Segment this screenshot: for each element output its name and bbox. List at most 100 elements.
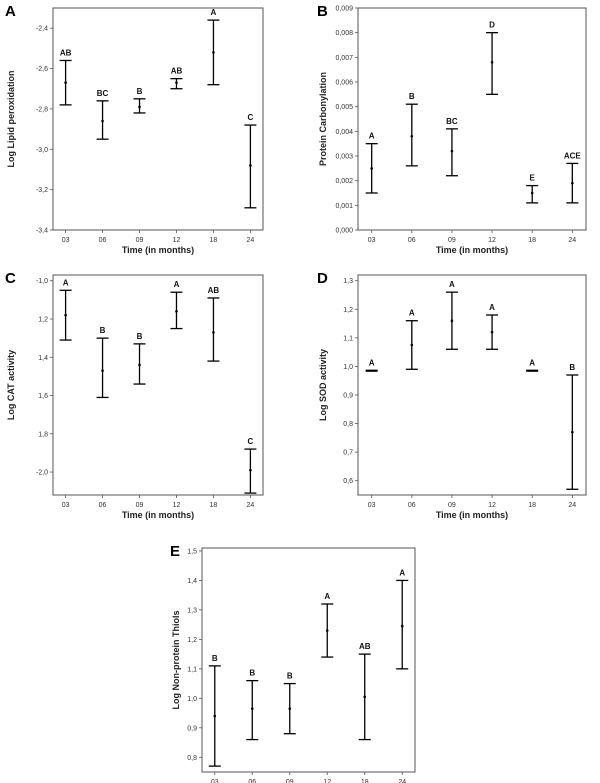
group-letter: AB — [359, 642, 371, 651]
mean-point — [101, 369, 104, 372]
panel-a: A -2,4 -2,6 -2,8 -3,0 -3,2 -3,4 03 06 09 12 18 24 Tim… — [5, 3, 264, 255]
group-letter: A — [489, 303, 495, 312]
y-tick-label: 1,3 — [343, 278, 353, 285]
group-letter: AB — [60, 48, 72, 57]
x-tick-label: 03 — [368, 237, 376, 244]
group-letter: BC — [446, 117, 458, 126]
error-bar — [486, 314, 499, 350]
group-letter: B — [249, 669, 255, 678]
y-tick-label: 0,009 — [335, 6, 353, 13]
group-letter: C — [248, 437, 254, 446]
error-bar — [396, 579, 409, 670]
y-tick-label: 0,8 — [187, 755, 197, 762]
error-bar — [566, 374, 579, 490]
mean-point — [370, 167, 373, 170]
x-tick-label: 12 — [173, 237, 181, 244]
y-tick-label: -3,4 — [36, 228, 48, 235]
y-axis-label: Log CAT activity — [6, 350, 16, 420]
y-tick-label: 1,6 — [38, 393, 48, 400]
y-tick-label: 0,002 — [335, 178, 353, 185]
x-tick-label: 09 — [136, 502, 144, 509]
y-tick-label: 1,0 — [187, 696, 197, 703]
y-tick-label: 1,8 — [38, 431, 48, 438]
plot-frame — [52, 274, 264, 496]
panel-c: C -1,0 1,2 1,4 1,6 1,8 -2,0 03 06 09 12 18 24 Time (i… — [5, 270, 264, 520]
group-letter: A — [211, 8, 217, 17]
error-bar — [59, 289, 72, 341]
x-tick-label: 09 — [286, 779, 294, 783]
mean-point — [325, 629, 329, 632]
mean-point — [288, 707, 292, 710]
error-bar — [170, 77, 183, 90]
x-tick-label: 06 — [99, 502, 107, 509]
plot-frame — [201, 547, 416, 773]
group-letter: A — [449, 280, 455, 289]
group-letter: B — [137, 332, 143, 341]
x-tick-label: 12 — [488, 502, 496, 509]
y-tick-label: 0,6 — [343, 478, 353, 485]
x-tick-label: 09 — [136, 237, 144, 244]
y-tick-label: -2,4 — [36, 26, 48, 33]
x-tick-label: 24 — [398, 779, 406, 783]
error-bar — [133, 98, 146, 114]
group-letter: A — [369, 132, 375, 141]
group-letter: B — [212, 654, 218, 663]
y-tick-label: 0,000 — [335, 228, 353, 235]
error-bar — [246, 679, 259, 741]
error-bar — [96, 337, 109, 399]
x-tick-label: 18 — [361, 779, 369, 783]
y-tick-label: 1,2 — [38, 317, 48, 324]
y-tick-label: -2,8 — [36, 106, 48, 113]
x-tick-label: 12 — [323, 779, 331, 783]
mean-point — [571, 181, 574, 185]
y-tick-label: 1,1 — [343, 335, 353, 342]
group-letter: A — [409, 309, 415, 318]
y-tick-label: -2,0 — [36, 470, 48, 477]
mean-point — [175, 81, 178, 84]
panel-label: B — [317, 3, 328, 20]
x-tick-label: 09 — [448, 502, 456, 509]
x-tick-label: 24 — [247, 237, 255, 244]
mean-point — [410, 343, 414, 347]
error-bar — [244, 124, 257, 209]
x-tick-label: 18 — [528, 502, 536, 509]
error-bar — [133, 343, 146, 385]
group-letter: BC — [97, 89, 109, 98]
x-tick-label: 03 — [211, 779, 219, 783]
y-tick-label: 0,006 — [335, 80, 353, 87]
x-tick-label: 03 — [368, 502, 376, 509]
x-tick-label: 06 — [408, 237, 416, 244]
y-axis-label: Protein Carbonylation — [318, 72, 328, 166]
mean-point — [249, 164, 252, 167]
error-bar — [358, 653, 371, 741]
x-axis-label: Time (in months) — [122, 510, 194, 520]
mean-point — [250, 707, 254, 710]
x-tick-label: 12 — [488, 237, 496, 244]
x-tick-label: 18 — [210, 502, 218, 509]
y-tick-label: 1,0 — [343, 364, 353, 371]
x-tick-label: 24 — [247, 502, 255, 509]
group-letter: A — [529, 359, 535, 368]
group-letter: B — [137, 87, 143, 96]
mean-point — [249, 468, 252, 472]
y-tick-label: 0,8 — [343, 421, 353, 428]
mean-point — [490, 330, 494, 334]
error-bar — [486, 32, 499, 95]
x-tick-label: 06 — [408, 502, 416, 509]
group-letter: E — [530, 174, 536, 183]
group-letter: A — [324, 592, 330, 601]
mean-point — [400, 624, 404, 628]
mean-point — [530, 191, 534, 195]
y-axis-label: Log Non-protein Thiols — [171, 611, 181, 710]
mean-point — [571, 430, 574, 434]
error-bar — [321, 603, 334, 658]
plot-frame — [52, 7, 264, 231]
error-bar — [170, 291, 183, 330]
group-letter: A — [399, 568, 405, 577]
y-tick-label: -2,6 — [36, 66, 48, 73]
x-tick-label: 24 — [568, 237, 576, 244]
y-tick-label: 0,9 — [343, 393, 353, 400]
y-tick-label: 0,005 — [335, 104, 353, 111]
x-axis-label: Time (in months) — [436, 510, 508, 520]
panel-label: E — [170, 543, 180, 560]
